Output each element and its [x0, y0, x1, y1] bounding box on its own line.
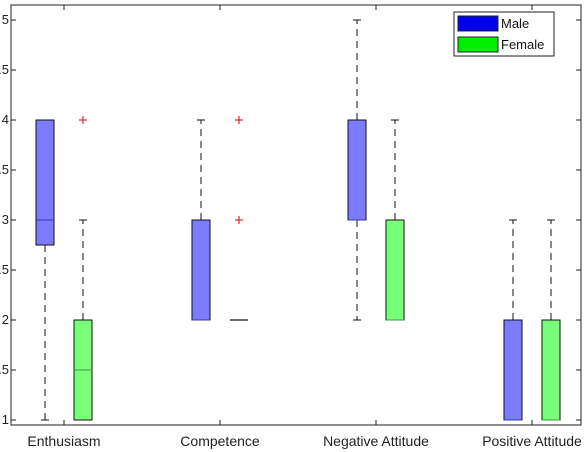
outlier-marker	[79, 116, 87, 124]
y-tick-label: 2.5	[0, 262, 9, 277]
legend-swatch-female	[457, 36, 499, 53]
y-tick-label: 5	[2, 12, 9, 27]
y-tick-label: 3.5	[0, 162, 9, 177]
box-male-2	[347, 19, 367, 321]
y-tick-label: 1	[2, 412, 9, 427]
y-tick-label: 1.5	[0, 362, 9, 377]
outlier-marker	[235, 116, 243, 124]
iqr-box	[347, 119, 367, 221]
box-female-0	[73, 116, 93, 421]
legend: Male Female	[453, 11, 555, 57]
y-axis: 1 1.5 2 2.5 3 3.5 4 4.5 5	[0, 12, 581, 427]
y-tick-label: 4.5	[0, 62, 9, 77]
category-label: Negative Attitude	[323, 433, 429, 449]
iqr-box	[385, 219, 405, 321]
plot-area	[10, 4, 582, 426]
box-female-1	[230, 116, 248, 321]
y-tick-label: 4	[2, 112, 9, 127]
category-label: Competence	[180, 433, 260, 449]
box-male-1	[191, 119, 211, 321]
outlier-marker	[235, 216, 243, 224]
y-tick-label: 3	[2, 212, 9, 227]
iqr-box	[35, 119, 55, 246]
box-male-0	[35, 119, 55, 421]
box-female-2	[385, 119, 405, 321]
legend-label-female: Female	[501, 37, 544, 52]
y-tick-label: 2	[2, 312, 9, 327]
iqr-box	[541, 319, 561, 421]
category-label: Enthusiasm	[27, 433, 100, 449]
box-male-3	[503, 219, 523, 421]
box-female-3	[541, 219, 561, 421]
x-axis: Enthusiasm Competence Negative Attitude Pos…	[27, 5, 582, 449]
category-label: Positive Attitude	[482, 433, 582, 449]
iqr-box	[503, 319, 523, 421]
iqr-box	[191, 219, 211, 321]
boxes	[35, 19, 561, 421]
legend-swatch-male	[457, 15, 499, 32]
legend-label-male: Male	[501, 16, 529, 31]
